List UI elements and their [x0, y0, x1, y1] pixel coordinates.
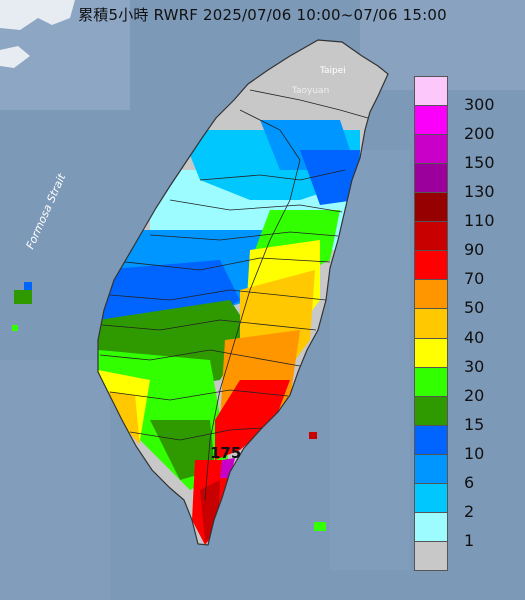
legend-label: 20 — [464, 385, 485, 405]
legend-swatch — [414, 279, 448, 310]
legend-swatch — [414, 192, 448, 223]
legend-swatch — [414, 134, 448, 165]
legend-label: 70 — [464, 269, 485, 289]
legend-swatch — [414, 482, 448, 513]
legend-swatch — [414, 424, 448, 455]
green-island — [309, 432, 317, 439]
basin-boundaries — [99, 89, 369, 501]
legend-swatch — [414, 540, 448, 571]
legend-swatch — [414, 337, 448, 368]
legend-label: 150 — [464, 153, 495, 173]
legend-swatch — [414, 105, 448, 136]
legend-label: 130 — [464, 182, 495, 202]
color-legend: 300 200 150 130 110 90 70 50 40 30 20 15 10 6 2 1 — [412, 76, 524, 571]
legend-label: 6 — [464, 472, 475, 492]
legend-label: 15 — [464, 414, 485, 434]
legend-label: 1 — [464, 530, 475, 550]
legend-swatch — [414, 453, 448, 484]
legend-label: 50 — [464, 298, 485, 318]
legend-label: 200 — [464, 124, 495, 144]
legend-swatch — [414, 76, 448, 107]
label-taoyuan: Taoyuan — [292, 86, 330, 96]
mainland-island — [0, 46, 30, 68]
mainland-coast — [0, 0, 75, 30]
island-outline — [97, 39, 389, 546]
legend-label: 30 — [464, 356, 485, 376]
legend-swatch — [414, 221, 448, 252]
legend-swatch — [414, 163, 448, 194]
legend-swatch — [414, 366, 448, 397]
orchid-island — [314, 522, 326, 531]
legend-label: 40 — [464, 327, 485, 347]
penghu-islands — [12, 282, 32, 331]
legend-label: 110 — [464, 211, 495, 231]
legend-swatch — [414, 308, 448, 339]
legend-swatch — [414, 395, 448, 426]
legend-label: 90 — [464, 240, 485, 260]
legend-label: 10 — [464, 443, 485, 463]
label-taipei: Taipei — [320, 66, 346, 76]
label-max-value: 175 — [210, 444, 242, 462]
map-title: 累積5小時 RWRF 2025/07/06 10:00~07/06 15:00 — [78, 6, 447, 24]
legend-label: 2 — [464, 501, 475, 521]
legend-swatch — [414, 511, 448, 542]
legend-swatch — [414, 250, 448, 281]
legend-label: 300 — [464, 95, 495, 115]
